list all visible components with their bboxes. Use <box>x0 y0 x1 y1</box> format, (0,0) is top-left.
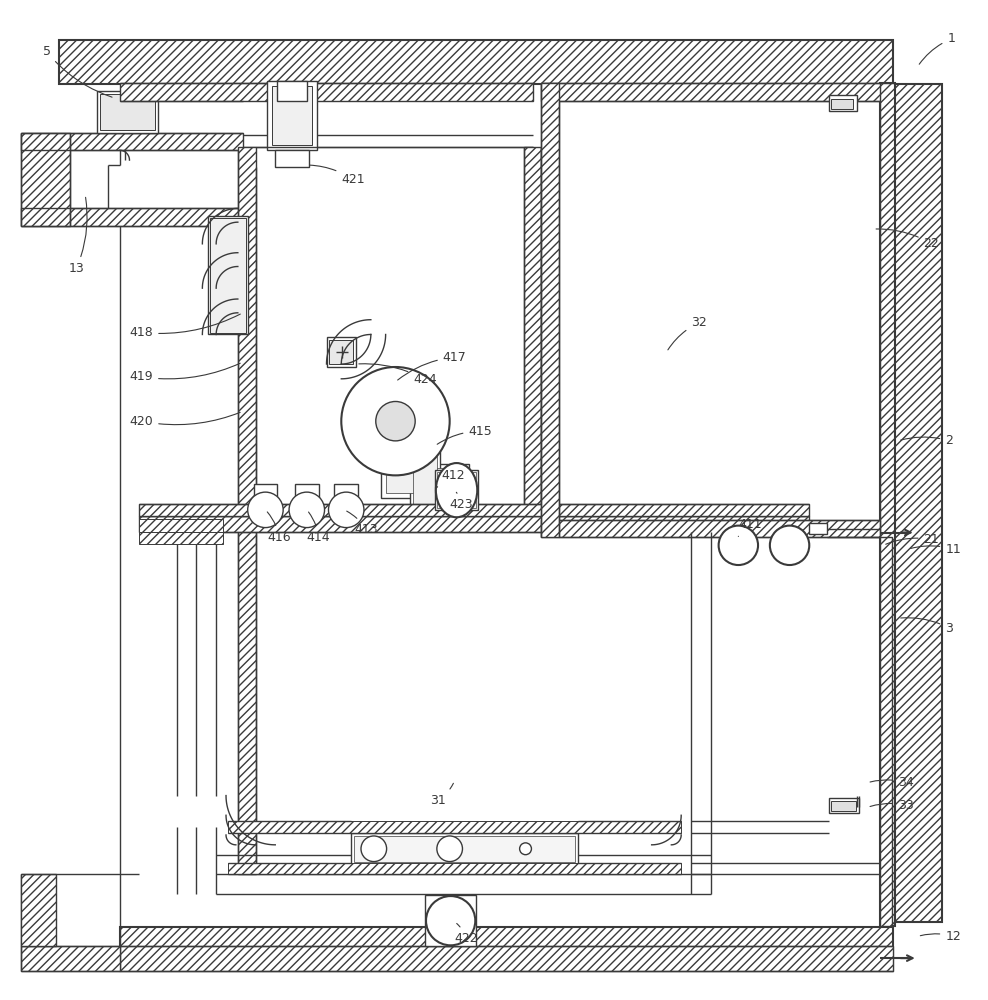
Text: 22: 22 <box>876 229 940 250</box>
Bar <box>831 99 853 109</box>
Text: 11: 11 <box>911 543 961 556</box>
Bar <box>97 91 158 133</box>
Bar <box>880 537 892 926</box>
Bar <box>720 535 744 555</box>
Bar <box>524 147 541 530</box>
Text: 2: 2 <box>901 434 953 447</box>
Text: 421: 421 <box>309 165 365 186</box>
Bar <box>139 532 223 544</box>
Bar <box>139 516 809 532</box>
Bar <box>21 133 70 226</box>
Bar <box>831 801 856 811</box>
Bar <box>238 147 256 874</box>
Bar <box>893 84 943 922</box>
Circle shape <box>361 836 386 862</box>
Bar <box>809 523 827 534</box>
Bar <box>120 946 893 971</box>
Bar <box>829 95 857 111</box>
Bar <box>21 946 120 971</box>
Circle shape <box>520 843 532 855</box>
Text: 418: 418 <box>129 314 240 339</box>
Circle shape <box>248 492 284 528</box>
Bar <box>273 86 312 145</box>
Bar <box>829 798 859 813</box>
Circle shape <box>426 896 475 945</box>
Bar <box>380 464 469 498</box>
Bar <box>880 83 895 926</box>
Text: 412: 412 <box>437 469 465 488</box>
Circle shape <box>770 526 809 565</box>
Text: 413: 413 <box>347 511 377 536</box>
Bar <box>100 94 155 130</box>
Bar <box>435 470 478 510</box>
Text: 5: 5 <box>42 45 112 97</box>
Bar <box>334 484 358 500</box>
Bar <box>541 520 880 537</box>
Text: 422: 422 <box>454 923 478 945</box>
Bar <box>326 337 356 367</box>
Bar <box>276 150 309 167</box>
Circle shape <box>718 526 758 565</box>
Text: 21: 21 <box>885 533 940 546</box>
Bar <box>437 472 476 508</box>
Bar <box>210 218 246 333</box>
Bar <box>21 208 243 226</box>
Bar <box>354 836 575 862</box>
Bar <box>268 81 317 150</box>
Circle shape <box>375 401 415 441</box>
Text: 414: 414 <box>307 512 330 544</box>
Circle shape <box>437 836 462 862</box>
Bar <box>278 81 307 101</box>
Bar <box>541 83 559 537</box>
Text: 419: 419 <box>129 363 240 383</box>
Bar <box>413 444 437 517</box>
Bar <box>385 468 464 493</box>
Bar <box>216 295 238 323</box>
Bar <box>295 484 319 500</box>
Text: 3: 3 <box>901 618 953 635</box>
Bar <box>120 83 534 101</box>
Text: 420: 420 <box>129 412 240 428</box>
Bar <box>58 40 893 84</box>
Bar <box>425 895 476 946</box>
Circle shape <box>289 492 324 528</box>
Ellipse shape <box>436 463 477 517</box>
Bar <box>139 504 809 516</box>
Text: 31: 31 <box>430 783 453 807</box>
Text: 34: 34 <box>870 776 914 789</box>
Bar <box>228 863 681 874</box>
Text: 33: 33 <box>870 799 914 812</box>
Text: 423: 423 <box>450 492 473 511</box>
Text: 12: 12 <box>921 930 961 943</box>
Text: 415: 415 <box>438 425 492 444</box>
Bar <box>216 236 238 264</box>
Text: 13: 13 <box>68 197 87 275</box>
Circle shape <box>341 367 450 475</box>
Bar <box>208 216 248 334</box>
Text: 417: 417 <box>397 351 466 380</box>
Bar <box>228 821 681 833</box>
Bar <box>329 340 353 364</box>
Bar <box>541 83 880 101</box>
Bar <box>21 874 55 946</box>
Bar <box>216 266 238 293</box>
Bar <box>120 927 893 971</box>
Text: 416: 416 <box>268 512 291 544</box>
Bar <box>410 441 440 520</box>
Text: 424: 424 <box>359 364 437 386</box>
Text: 32: 32 <box>668 316 706 350</box>
Bar <box>351 833 578 865</box>
Bar <box>139 519 223 532</box>
Bar <box>21 133 243 150</box>
Circle shape <box>328 492 364 528</box>
Text: 411: 411 <box>738 518 762 536</box>
Text: 1: 1 <box>919 32 955 64</box>
Bar <box>254 484 278 500</box>
